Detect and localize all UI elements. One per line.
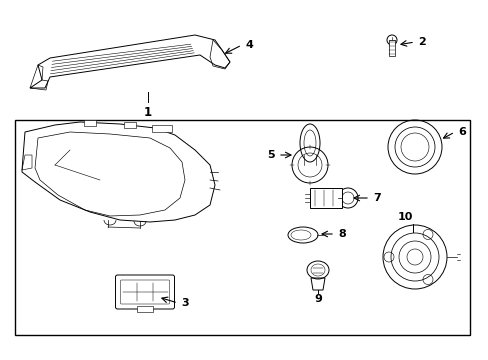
Text: 4: 4 [244,40,252,50]
Bar [15,120,469,335]
FancyBboxPatch shape [120,280,169,304]
Text: 6: 6 [457,127,465,137]
Bar [124,122,136,128]
Text: 1: 1 [143,106,152,119]
Bar [309,188,341,208]
Text: 2: 2 [417,37,425,47]
Text: 9: 9 [313,294,321,304]
Bar [137,306,153,312]
FancyBboxPatch shape [115,275,174,309]
Text: 8: 8 [337,229,345,239]
Bar [84,120,96,126]
Bar [152,125,172,132]
Text: 5: 5 [267,150,274,160]
Text: 3: 3 [181,298,188,308]
Text: 7: 7 [372,193,380,203]
Text: 10: 10 [397,212,412,222]
Bar [388,40,394,56]
